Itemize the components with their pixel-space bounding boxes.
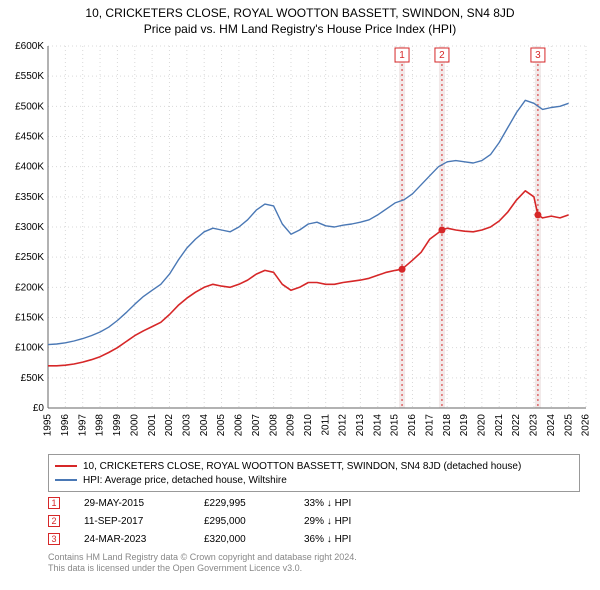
svg-text:2022: 2022	[511, 414, 522, 437]
svg-text:1998: 1998	[95, 414, 106, 437]
transaction-date: 24-MAR-2023	[84, 534, 204, 545]
svg-text:2020: 2020	[477, 414, 488, 437]
transaction-pct: 33% ↓ HPI	[304, 498, 404, 509]
chart-subtitle: Price paid vs. HM Land Registry's House …	[0, 20, 600, 40]
svg-text:2012: 2012	[338, 414, 349, 437]
svg-text:2017: 2017	[424, 414, 435, 437]
svg-text:£500K: £500K	[15, 101, 44, 112]
svg-text:3: 3	[535, 50, 541, 61]
chart-plot-area: £0 £50K £100K £150K £200K £250K £300K £350K £400…	[0, 40, 600, 450]
svg-text:1999: 1999	[112, 414, 123, 437]
svg-text:2009: 2009	[286, 414, 297, 437]
svg-text:£400K: £400K	[15, 162, 44, 173]
transaction-badge: 2	[48, 515, 60, 527]
svg-text:£550K: £550K	[15, 71, 44, 82]
svg-text:£100K: £100K	[15, 343, 44, 354]
transaction-date: 11-SEP-2017	[84, 516, 204, 527]
attribution-text: Contains HM Land Registry data © Crown c…	[48, 552, 580, 575]
transaction-badge: 1	[48, 497, 60, 509]
chart-svg: £0 £50K £100K £150K £200K £250K £300K £350K £400…	[0, 40, 600, 450]
svg-text:2010: 2010	[303, 414, 314, 437]
transaction-row: 1 29-MAY-2015£229,99533% ↓ HPI	[48, 494, 580, 512]
svg-text:2023: 2023	[529, 414, 540, 437]
svg-text:2008: 2008	[268, 414, 279, 437]
svg-text:2001: 2001	[147, 414, 158, 437]
svg-text:£50K: £50K	[21, 373, 45, 384]
svg-text:1995: 1995	[43, 414, 54, 437]
transaction-date: 29-MAY-2015	[84, 498, 204, 509]
svg-text:1996: 1996	[60, 414, 71, 437]
svg-text:2011: 2011	[320, 414, 331, 436]
transaction-table: 1 29-MAY-2015£229,99533% ↓ HPI 2 11-SEP-201…	[48, 494, 580, 548]
transaction-row: 2 11-SEP-2017£295,00029% ↓ HPI	[48, 512, 580, 530]
legend-label: 10, CRICKETERS CLOSE, ROYAL WOOTTON BASS…	[83, 461, 521, 472]
svg-text:2013: 2013	[355, 414, 366, 437]
transaction-price: £320,000	[204, 534, 304, 545]
svg-text:2004: 2004	[199, 414, 210, 437]
transaction-price: £229,995	[204, 498, 304, 509]
svg-text:£450K: £450K	[15, 132, 44, 143]
svg-text:2000: 2000	[129, 414, 140, 437]
svg-text:2019: 2019	[459, 414, 470, 437]
transaction-pct: 36% ↓ HPI	[304, 534, 404, 545]
svg-text:2007: 2007	[251, 414, 262, 437]
chart-title-address: 10, CRICKETERS CLOSE, ROYAL WOOTTON BASS…	[0, 0, 600, 20]
transaction-price: £295,000	[204, 516, 304, 527]
svg-text:£600K: £600K	[15, 41, 44, 52]
svg-text:£300K: £300K	[15, 222, 44, 233]
svg-text:2006: 2006	[234, 414, 245, 437]
svg-text:£250K: £250K	[15, 252, 44, 263]
chart-legend: 10, CRICKETERS CLOSE, ROYAL WOOTTON BASS…	[48, 454, 580, 492]
svg-text:£0: £0	[33, 403, 45, 414]
svg-text:2024: 2024	[546, 414, 557, 437]
svg-text:£350K: £350K	[15, 192, 44, 203]
legend-label: HPI: Average price, detached house, Wilt…	[83, 475, 287, 486]
svg-text:2021: 2021	[494, 414, 505, 437]
legend-swatch	[55, 479, 77, 481]
transaction-pct: 29% ↓ HPI	[304, 516, 404, 527]
attribution-line: Contains HM Land Registry data © Crown c…	[48, 552, 580, 563]
svg-text:2026: 2026	[581, 414, 592, 437]
svg-text:1: 1	[399, 50, 405, 61]
legend-row: 10, CRICKETERS CLOSE, ROYAL WOOTTON BASS…	[55, 459, 573, 473]
svg-text:2005: 2005	[216, 414, 227, 437]
legend-row: HPI: Average price, detached house, Wilt…	[55, 473, 573, 487]
chart-container: 10, CRICKETERS CLOSE, ROYAL WOOTTON BASS…	[0, 0, 600, 590]
transaction-badge: 3	[48, 533, 60, 545]
svg-text:1997: 1997	[77, 414, 88, 437]
transaction-row: 3 24-MAR-2023£320,00036% ↓ HPI	[48, 530, 580, 548]
svg-text:2003: 2003	[181, 414, 192, 437]
svg-text:2016: 2016	[407, 414, 418, 437]
svg-text:2015: 2015	[390, 414, 401, 437]
legend-swatch	[55, 465, 77, 467]
svg-text:2002: 2002	[164, 414, 175, 437]
svg-text:£200K: £200K	[15, 282, 44, 293]
attribution-line: This data is licensed under the Open Gov…	[48, 563, 580, 574]
svg-text:2014: 2014	[372, 414, 383, 437]
svg-text:2025: 2025	[563, 414, 574, 437]
svg-text:2: 2	[439, 50, 445, 61]
svg-text:£150K: £150K	[15, 313, 44, 324]
svg-text:2018: 2018	[442, 414, 453, 437]
